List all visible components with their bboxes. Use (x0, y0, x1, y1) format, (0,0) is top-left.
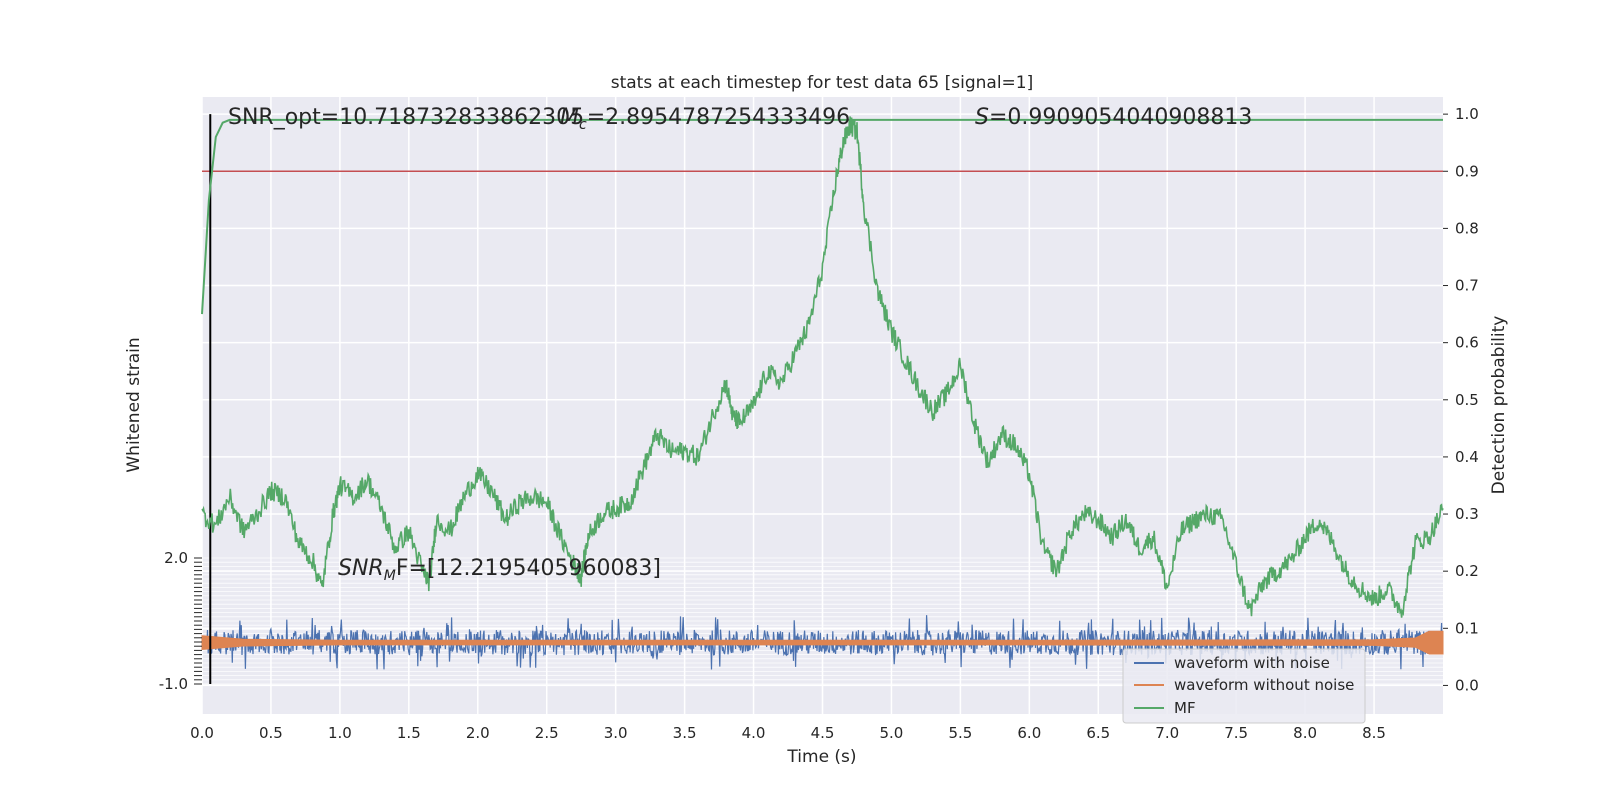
x-tick-label: 0.5 (259, 724, 283, 742)
left-axis-grid-lines (202, 557, 1443, 685)
x-tick-label: 5.5 (948, 724, 972, 742)
y-right-tick-label: 1.0 (1455, 105, 1479, 123)
x-tick-label: 4.5 (811, 724, 835, 742)
y-left-tick-label: 2.0 (164, 549, 188, 567)
legend: waveform with noise waveform without noi… (1122, 648, 1366, 724)
snr-opt-annotation: SNR_opt=10.718732833862305 (228, 105, 584, 130)
x-tick-label: 6.5 (1086, 724, 1110, 742)
legend-label-mf: MF (1174, 699, 1196, 717)
y-right-tick-label: 0.0 (1455, 676, 1479, 694)
series-line-waveform-without-noise (201, 630, 1444, 655)
y-right-tick-label: 0.2 (1455, 562, 1479, 580)
chirp-mass-annotation: Mc=2.8954787254333496 (560, 105, 850, 133)
chirp-mass-subscript: c (579, 117, 587, 133)
legend-box (1122, 648, 1366, 724)
s-value: =0.9909054040908813 (989, 105, 1252, 130)
y-right-tick-label: 0.8 (1455, 219, 1479, 237)
x-tick-label: 6.0 (1017, 724, 1041, 742)
snr-mf-subscript: M (384, 568, 396, 584)
x-tick-label: 2.0 (466, 724, 490, 742)
x-tick-label: 3.5 (673, 724, 697, 742)
x-tick-label: 1.5 (397, 724, 421, 742)
y-right-tick-label: 0.1 (1455, 619, 1479, 637)
y-right-tick-label: 0.9 (1455, 162, 1479, 180)
chart-title: stats at each timestep for test data 65 … (611, 73, 1034, 93)
series-line-mf (201, 118, 1443, 315)
x-tick-label: 8.5 (1362, 724, 1386, 742)
x-axis-label: Time (s) (786, 747, 856, 767)
legend-label-noise: waveform with noise (1174, 654, 1330, 672)
legend-label-clean: waveform without noise (1174, 676, 1354, 694)
x-tick-label: 2.5 (535, 724, 559, 742)
s-annotation: S=0.9909054040908813 (975, 105, 1252, 130)
x-tick-label: 8.0 (1293, 724, 1317, 742)
y-left-tick-label: -1.0 (159, 675, 188, 693)
series-layer (201, 114, 1444, 684)
snr-mf-symbol: SNR (338, 556, 384, 581)
y-right-tick-label: 0.7 (1455, 277, 1479, 295)
x-tick-label: 5.0 (880, 724, 904, 742)
y-right-tick-label: 0.3 (1455, 505, 1479, 523)
y-right-tick-label: 0.5 (1455, 391, 1479, 409)
x-tick-label: 3.0 (604, 724, 628, 742)
y-axis-label-right: Detection probability (1489, 316, 1509, 495)
snr-mf-annotation: SNRMF=[12.2195405960083] (338, 556, 661, 584)
series-line-detection-probability (201, 116, 1444, 618)
snr-mf-value: F=[12.2195405960083] (396, 556, 661, 581)
s-symbol: S (975, 105, 989, 130)
x-tick-label: 7.0 (1155, 724, 1179, 742)
chirp-mass-value: =2.8954787254333496 (587, 105, 850, 130)
chirp-mass-symbol: M (560, 105, 579, 130)
y-right-tick-label: 0.4 (1455, 448, 1479, 466)
x-tick-label: 7.5 (1224, 724, 1248, 742)
x-tick-label: 1.0 (328, 724, 352, 742)
y-axis-label-left: Whitened strain (124, 337, 144, 472)
x-tick-label: 4.0 (742, 724, 766, 742)
x-tick-label: 0.0 (190, 724, 214, 742)
axis-ticks: 0.0 0.5 1.0 1.5 2.0 2.5 3.0 3.5 4.0 4.5 5.0 5.5 6.0 6… (159, 105, 1479, 742)
y-right-tick-label: 0.6 (1455, 334, 1479, 352)
